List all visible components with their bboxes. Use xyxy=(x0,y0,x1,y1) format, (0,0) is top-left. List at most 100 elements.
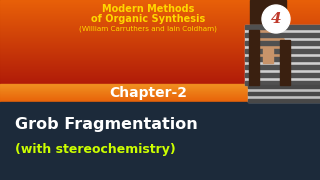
Bar xyxy=(0,1,320,2)
Bar xyxy=(0,71,320,72)
Bar xyxy=(0,13,320,14)
Bar xyxy=(0,33,320,34)
Bar xyxy=(0,42,320,43)
Circle shape xyxy=(250,27,286,63)
Bar xyxy=(0,102,320,180)
Bar xyxy=(0,88,320,89)
Bar xyxy=(0,46,320,47)
Bar xyxy=(0,41,320,42)
Text: 4: 4 xyxy=(271,12,281,26)
Bar xyxy=(0,68,320,69)
Text: (with stereochemistry): (with stereochemistry) xyxy=(15,143,176,156)
Bar xyxy=(0,22,320,23)
Bar xyxy=(0,18,320,19)
Bar xyxy=(0,39,320,40)
Bar xyxy=(0,77,320,78)
Bar xyxy=(0,69,320,70)
Bar xyxy=(245,25,320,85)
Bar xyxy=(0,29,320,30)
Text: Modern Methods: Modern Methods xyxy=(102,4,194,14)
Bar xyxy=(0,91,320,92)
Bar xyxy=(0,36,320,37)
Bar xyxy=(248,85,320,88)
Bar xyxy=(0,17,320,18)
Bar xyxy=(0,53,320,54)
Bar xyxy=(0,48,320,49)
Bar xyxy=(250,0,286,52)
Bar xyxy=(0,59,320,60)
Bar xyxy=(0,24,320,25)
Bar xyxy=(0,9,320,10)
Bar xyxy=(263,48,273,63)
Bar xyxy=(0,49,320,50)
Bar xyxy=(0,50,320,51)
Bar xyxy=(0,78,320,79)
Bar xyxy=(245,65,320,69)
Bar xyxy=(0,55,320,56)
Bar xyxy=(0,84,320,85)
Bar xyxy=(0,63,320,64)
Bar xyxy=(0,95,320,96)
Bar xyxy=(0,87,320,88)
Bar xyxy=(0,34,320,35)
Bar xyxy=(248,82,320,102)
Bar xyxy=(0,14,320,15)
Bar xyxy=(0,37,320,38)
Bar xyxy=(0,86,320,87)
Text: Chapter-2: Chapter-2 xyxy=(109,86,187,100)
Bar xyxy=(0,10,320,11)
Bar xyxy=(245,81,320,85)
Bar xyxy=(0,85,320,86)
Bar xyxy=(0,25,320,26)
Bar xyxy=(0,80,320,81)
Text: of Organic Synthesis: of Organic Synthesis xyxy=(91,14,205,24)
Bar xyxy=(0,101,320,102)
Bar xyxy=(0,52,320,53)
Bar xyxy=(0,20,320,21)
Bar xyxy=(245,57,320,61)
Bar xyxy=(0,3,320,4)
Bar xyxy=(0,16,320,17)
Bar xyxy=(0,40,320,41)
Bar xyxy=(0,8,320,9)
Bar xyxy=(0,73,320,74)
Text: (William Carruthers and Iain Coldham): (William Carruthers and Iain Coldham) xyxy=(79,26,217,32)
Bar xyxy=(0,28,320,29)
Bar xyxy=(0,67,320,68)
Bar xyxy=(0,27,320,28)
Bar xyxy=(0,81,320,82)
Bar xyxy=(0,58,320,59)
Bar xyxy=(0,83,320,84)
Bar xyxy=(0,76,320,77)
Bar xyxy=(0,84,320,85)
Bar xyxy=(0,26,320,27)
Bar xyxy=(0,60,320,61)
Bar xyxy=(0,19,320,20)
Bar xyxy=(0,90,320,91)
Bar xyxy=(0,64,320,65)
Bar xyxy=(0,44,320,45)
Bar xyxy=(0,62,320,63)
Bar xyxy=(0,35,320,36)
Bar xyxy=(0,75,320,76)
Bar xyxy=(248,92,320,95)
Bar xyxy=(0,82,320,83)
Bar xyxy=(0,100,320,101)
Bar xyxy=(0,89,320,90)
Circle shape xyxy=(251,28,285,62)
Bar xyxy=(245,33,320,37)
Bar xyxy=(280,40,290,85)
Bar xyxy=(248,99,320,102)
Bar xyxy=(0,94,320,95)
Bar xyxy=(0,70,320,71)
Bar xyxy=(0,72,320,73)
Bar xyxy=(249,30,259,85)
Bar xyxy=(0,93,320,94)
Bar xyxy=(0,45,320,46)
Bar xyxy=(0,4,320,5)
Bar xyxy=(245,25,320,29)
Bar xyxy=(0,47,320,48)
Bar xyxy=(0,96,320,97)
Circle shape xyxy=(262,5,290,33)
Bar xyxy=(0,65,320,66)
